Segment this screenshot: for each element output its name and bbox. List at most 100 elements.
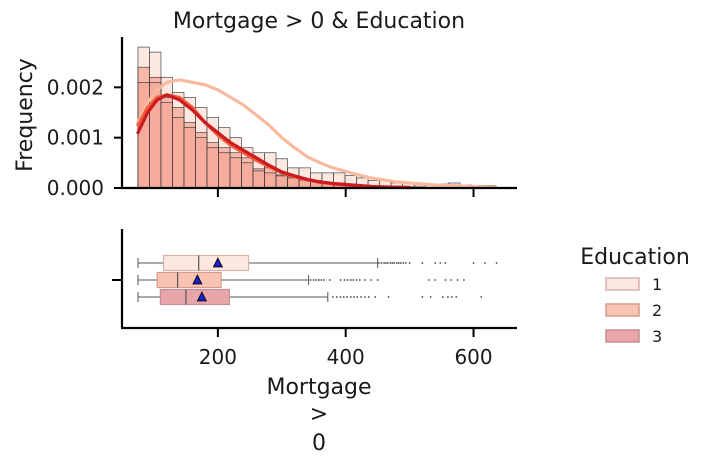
outlier-point <box>395 262 398 264</box>
outlier-point <box>349 279 352 281</box>
outlier-point <box>385 262 387 264</box>
outlier-point <box>429 296 432 298</box>
legend: Education 1 2 3 <box>580 245 690 346</box>
outlier-point <box>355 279 358 281</box>
outlier-point <box>320 279 323 281</box>
histogram-bar <box>195 137 208 189</box>
histogram-bar <box>206 147 219 189</box>
y-tick-label: 0.001 <box>47 126 104 150</box>
outlier-point <box>456 279 459 281</box>
outlier-point <box>342 296 345 298</box>
outlier-point <box>444 262 447 264</box>
outlier-point <box>309 279 312 281</box>
iqr-box <box>162 254 250 272</box>
outlier-point <box>367 296 370 298</box>
outlier-point <box>408 262 411 264</box>
outlier-point <box>447 296 449 298</box>
outlier-point <box>335 296 338 298</box>
outlier-point <box>370 279 373 281</box>
outlier-point <box>363 279 366 281</box>
histogram-bar <box>287 177 300 189</box>
outlier-point <box>495 262 498 264</box>
boxplot-2 <box>137 271 465 289</box>
outlier-point <box>356 296 359 298</box>
outlier-point <box>380 262 383 264</box>
outlier-point <box>484 262 486 264</box>
histogram-bar <box>241 162 254 189</box>
outlier-point <box>444 279 447 281</box>
outlier-point <box>317 279 320 281</box>
y-axis-label: Frequency <box>13 58 38 172</box>
outlier-point <box>323 279 325 281</box>
legend-label-1: 1 <box>652 275 662 294</box>
outlier-point <box>332 296 334 298</box>
outlier-point <box>455 296 458 298</box>
mean-marker <box>192 274 203 285</box>
outlier-point <box>328 279 331 281</box>
outlier-point <box>378 262 380 264</box>
boxplot-1 <box>137 254 498 272</box>
x-axis-label-line1: Mortgage <box>266 375 371 400</box>
kde-line-3 <box>136 93 412 190</box>
outlier-point <box>472 262 475 264</box>
histogram-bar <box>160 102 173 189</box>
histogram-bar <box>229 157 242 189</box>
outlier-point <box>389 262 392 264</box>
kde-line-1 <box>136 78 498 189</box>
histogram-bar <box>137 82 150 189</box>
legend-title: Education <box>580 245 690 270</box>
outlier-point <box>346 279 349 281</box>
outlier-point <box>353 296 355 298</box>
outlier-point <box>397 262 400 264</box>
histogram-bar <box>218 152 231 189</box>
mean-marker <box>212 257 224 268</box>
histogram-bar <box>252 170 265 189</box>
x-tick-label: 400 <box>327 345 365 369</box>
iqr-box <box>156 271 222 289</box>
outlier-point <box>399 262 402 264</box>
outlier-point <box>343 279 346 281</box>
outlier-point <box>434 279 437 281</box>
outlier-point <box>312 279 315 281</box>
outlier-point <box>376 279 379 281</box>
outlier-point <box>346 296 348 298</box>
mean-marker <box>196 291 208 302</box>
outlier-point <box>315 279 318 281</box>
outlier-point <box>383 262 385 264</box>
outlier-point <box>360 296 362 298</box>
outlier-point <box>434 262 437 264</box>
histogram-bar <box>172 117 185 189</box>
iqr-box <box>159 288 230 306</box>
outlier-point <box>480 296 483 298</box>
x-axis-label-line2: > <box>310 402 328 427</box>
chart-title: Mortgage > 0 & Education <box>173 9 465 34</box>
x-axis-label: Mortgage > 0 <box>266 375 371 456</box>
outlier-point <box>339 279 342 281</box>
outlier-point <box>391 262 394 264</box>
outlier-point <box>439 262 442 264</box>
x-axis-label-line3: 0 <box>312 431 326 456</box>
outlier-point <box>374 296 377 298</box>
legend-label-3: 3 <box>652 327 662 346</box>
outlier-point <box>441 296 444 298</box>
outlier-point <box>450 279 453 281</box>
outlier-point <box>463 279 465 281</box>
outlier-point <box>404 262 407 264</box>
outlier-point <box>421 262 424 264</box>
outlier-point <box>450 296 453 298</box>
y-tick-label: 0.002 <box>47 75 104 99</box>
outlier-point <box>387 296 390 298</box>
histogram-bar <box>183 127 196 189</box>
x-tick-label: 600 <box>454 345 492 369</box>
boxplot-3 <box>137 288 483 306</box>
outlier-point <box>339 296 342 298</box>
x-tick-label: 200 <box>199 345 237 369</box>
outlier-point <box>402 262 405 264</box>
histogram-bar <box>264 172 277 189</box>
outlier-point <box>358 279 361 281</box>
outlier-point <box>421 296 424 298</box>
histogram-bars <box>137 46 497 189</box>
legend-swatch-1 <box>605 277 640 291</box>
boxplot-panel: 200 400 600 <box>112 229 517 369</box>
histogram-panel: 0.000 0.001 0.002 <box>47 37 517 200</box>
